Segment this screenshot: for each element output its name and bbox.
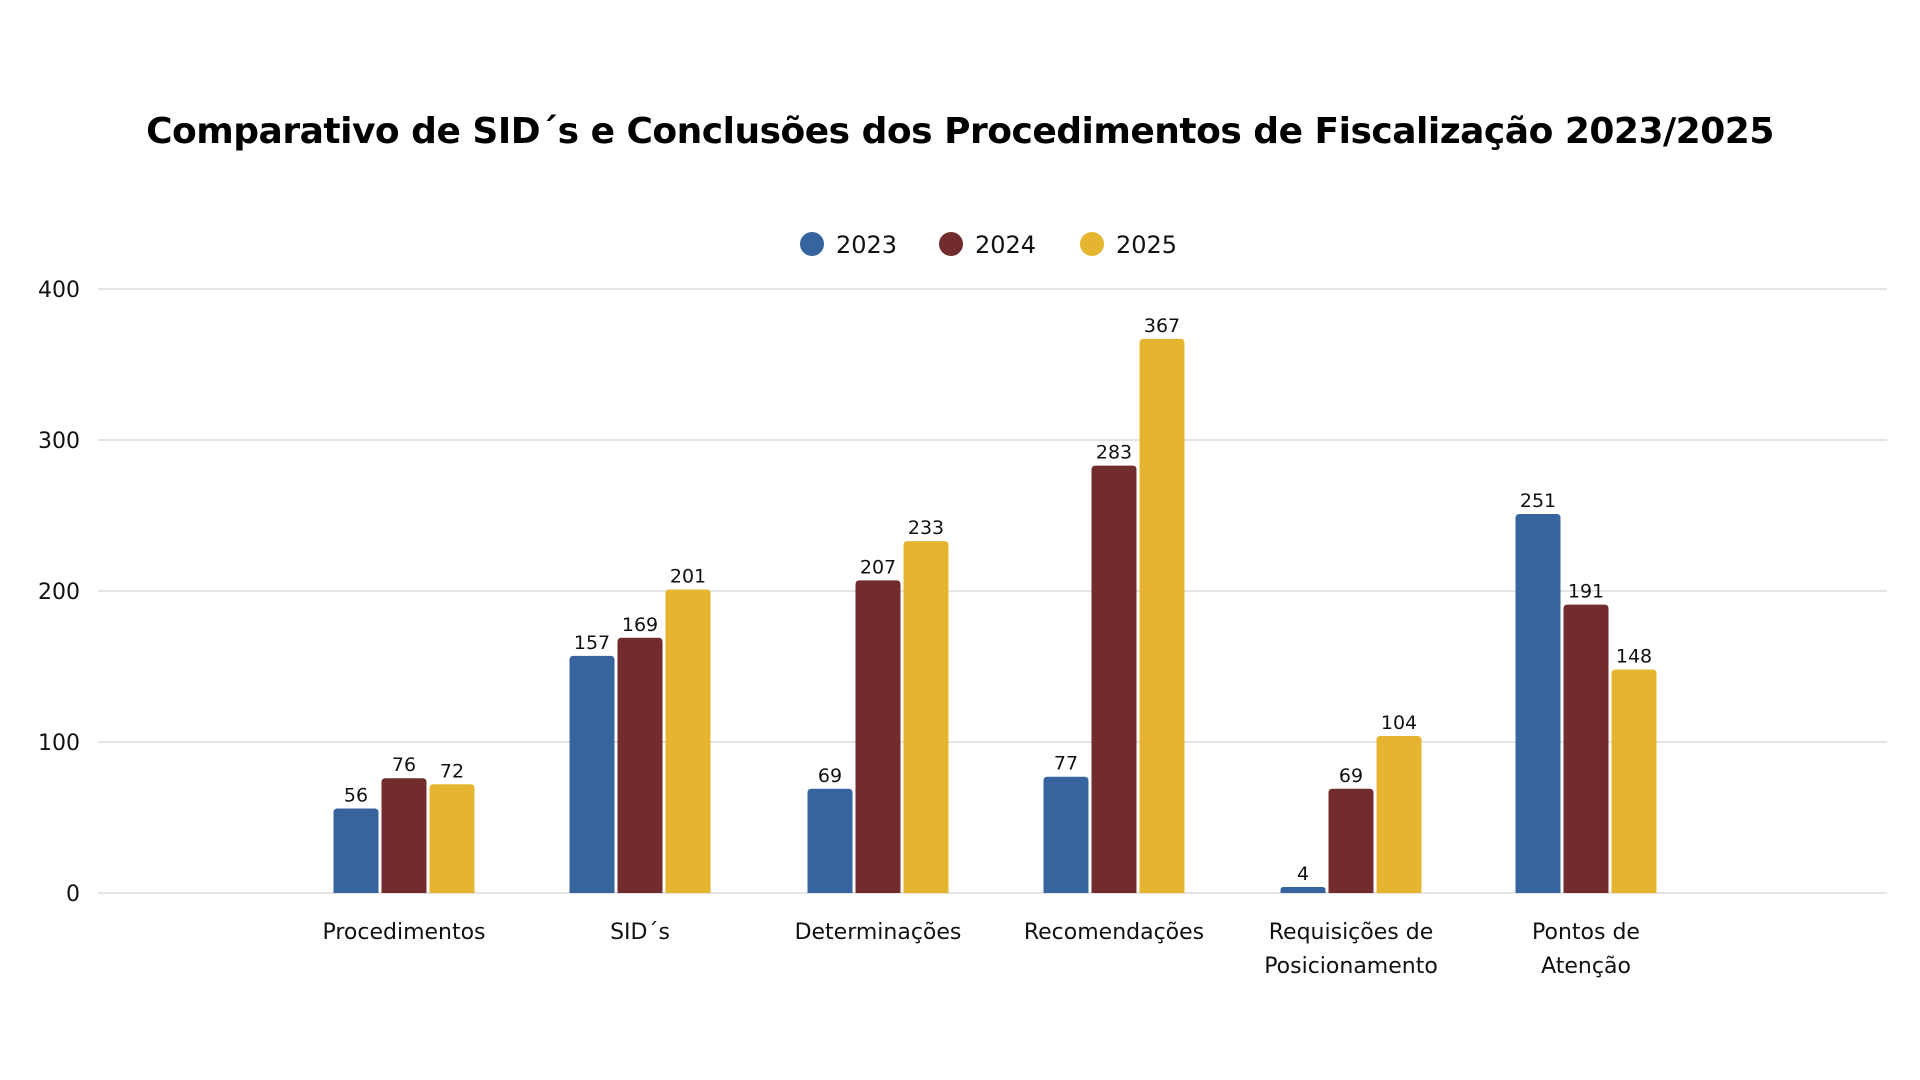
legend-label: 2025 [1116,231,1177,259]
bar-2024[interactable] [617,637,663,893]
bar-2025[interactable] [1611,669,1657,893]
bar-2025[interactable] [665,589,711,893]
data-label: 76 [392,754,416,776]
bar-2024[interactable] [1091,465,1137,893]
bar-2025[interactable] [429,784,475,893]
bar-2024[interactable] [381,778,427,893]
bar-2024[interactable] [855,580,901,893]
bar-2023[interactable] [569,655,615,893]
data-label: 283 [1096,442,1132,464]
y-tick-label: 100 [38,731,80,756]
y-tick-label: 300 [38,429,80,454]
bar-2024[interactable] [1328,788,1374,893]
y-tick-label: 200 [38,580,80,605]
data-label: 104 [1381,712,1417,734]
data-label: 148 [1616,646,1652,668]
data-label: 367 [1144,315,1180,337]
legend-swatch [800,232,824,256]
bar-2025[interactable] [903,541,949,893]
bar-2023[interactable] [1280,886,1326,893]
bar-2023[interactable] [333,808,379,893]
y-axis: 0 100 200 300 400 [38,278,80,907]
data-label: 191 [1568,581,1604,603]
legend: 2023 2024 2025 [800,231,1177,259]
x-tick-label: Requisições de Posicionamento [1264,920,1438,979]
data-label: 69 [1339,765,1363,787]
bar-2023[interactable] [1515,513,1561,893]
x-tick-label: SID´s [610,920,670,945]
data-label: 56 [344,784,368,806]
legend-item-2023[interactable]: 2023 [800,231,897,259]
data-label: 157 [574,632,610,654]
data-label: 233 [908,517,944,539]
data-label: 69 [818,765,842,787]
legend-item-2024[interactable]: 2024 [939,231,1036,259]
data-label: 72 [440,760,464,782]
data-labels: 56 76 72 157 169 201 69 207 233 77 283 367 4 69 104 251… [344,315,1652,885]
bar-2025[interactable] [1376,735,1422,893]
data-label: 4 [1297,863,1309,885]
data-label: 251 [1520,490,1556,512]
x-tick-label: Recomendações [1024,920,1204,945]
bar-2023[interactable] [807,788,853,893]
x-tick-label: Pontos de Atenção [1532,920,1640,979]
y-tick-label: 0 [66,882,80,907]
legend-label: 2023 [836,231,897,259]
legend-label: 2024 [975,231,1036,259]
y-tick-label: 400 [38,278,80,303]
data-label: 77 [1054,753,1078,775]
bar-2023[interactable] [1043,776,1089,893]
x-axis: Procedimentos SID´s Determinações Recomenda… [322,920,1640,979]
bar-2024[interactable] [1563,604,1609,893]
data-label: 207 [860,556,896,578]
bars [333,338,1657,894]
x-tick-label: Procedimentos [322,920,485,945]
chart-title: Comparativo de SID´s e Conclusões dos Pr… [146,111,1774,152]
legend-item-2025[interactable]: 2025 [1080,231,1177,259]
legend-swatch [939,232,963,256]
data-label: 201 [670,565,706,587]
bar-2025[interactable] [1139,338,1185,894]
x-tick-label: Determinações [795,920,962,945]
legend-swatch [1080,232,1104,256]
data-label: 169 [622,614,658,636]
